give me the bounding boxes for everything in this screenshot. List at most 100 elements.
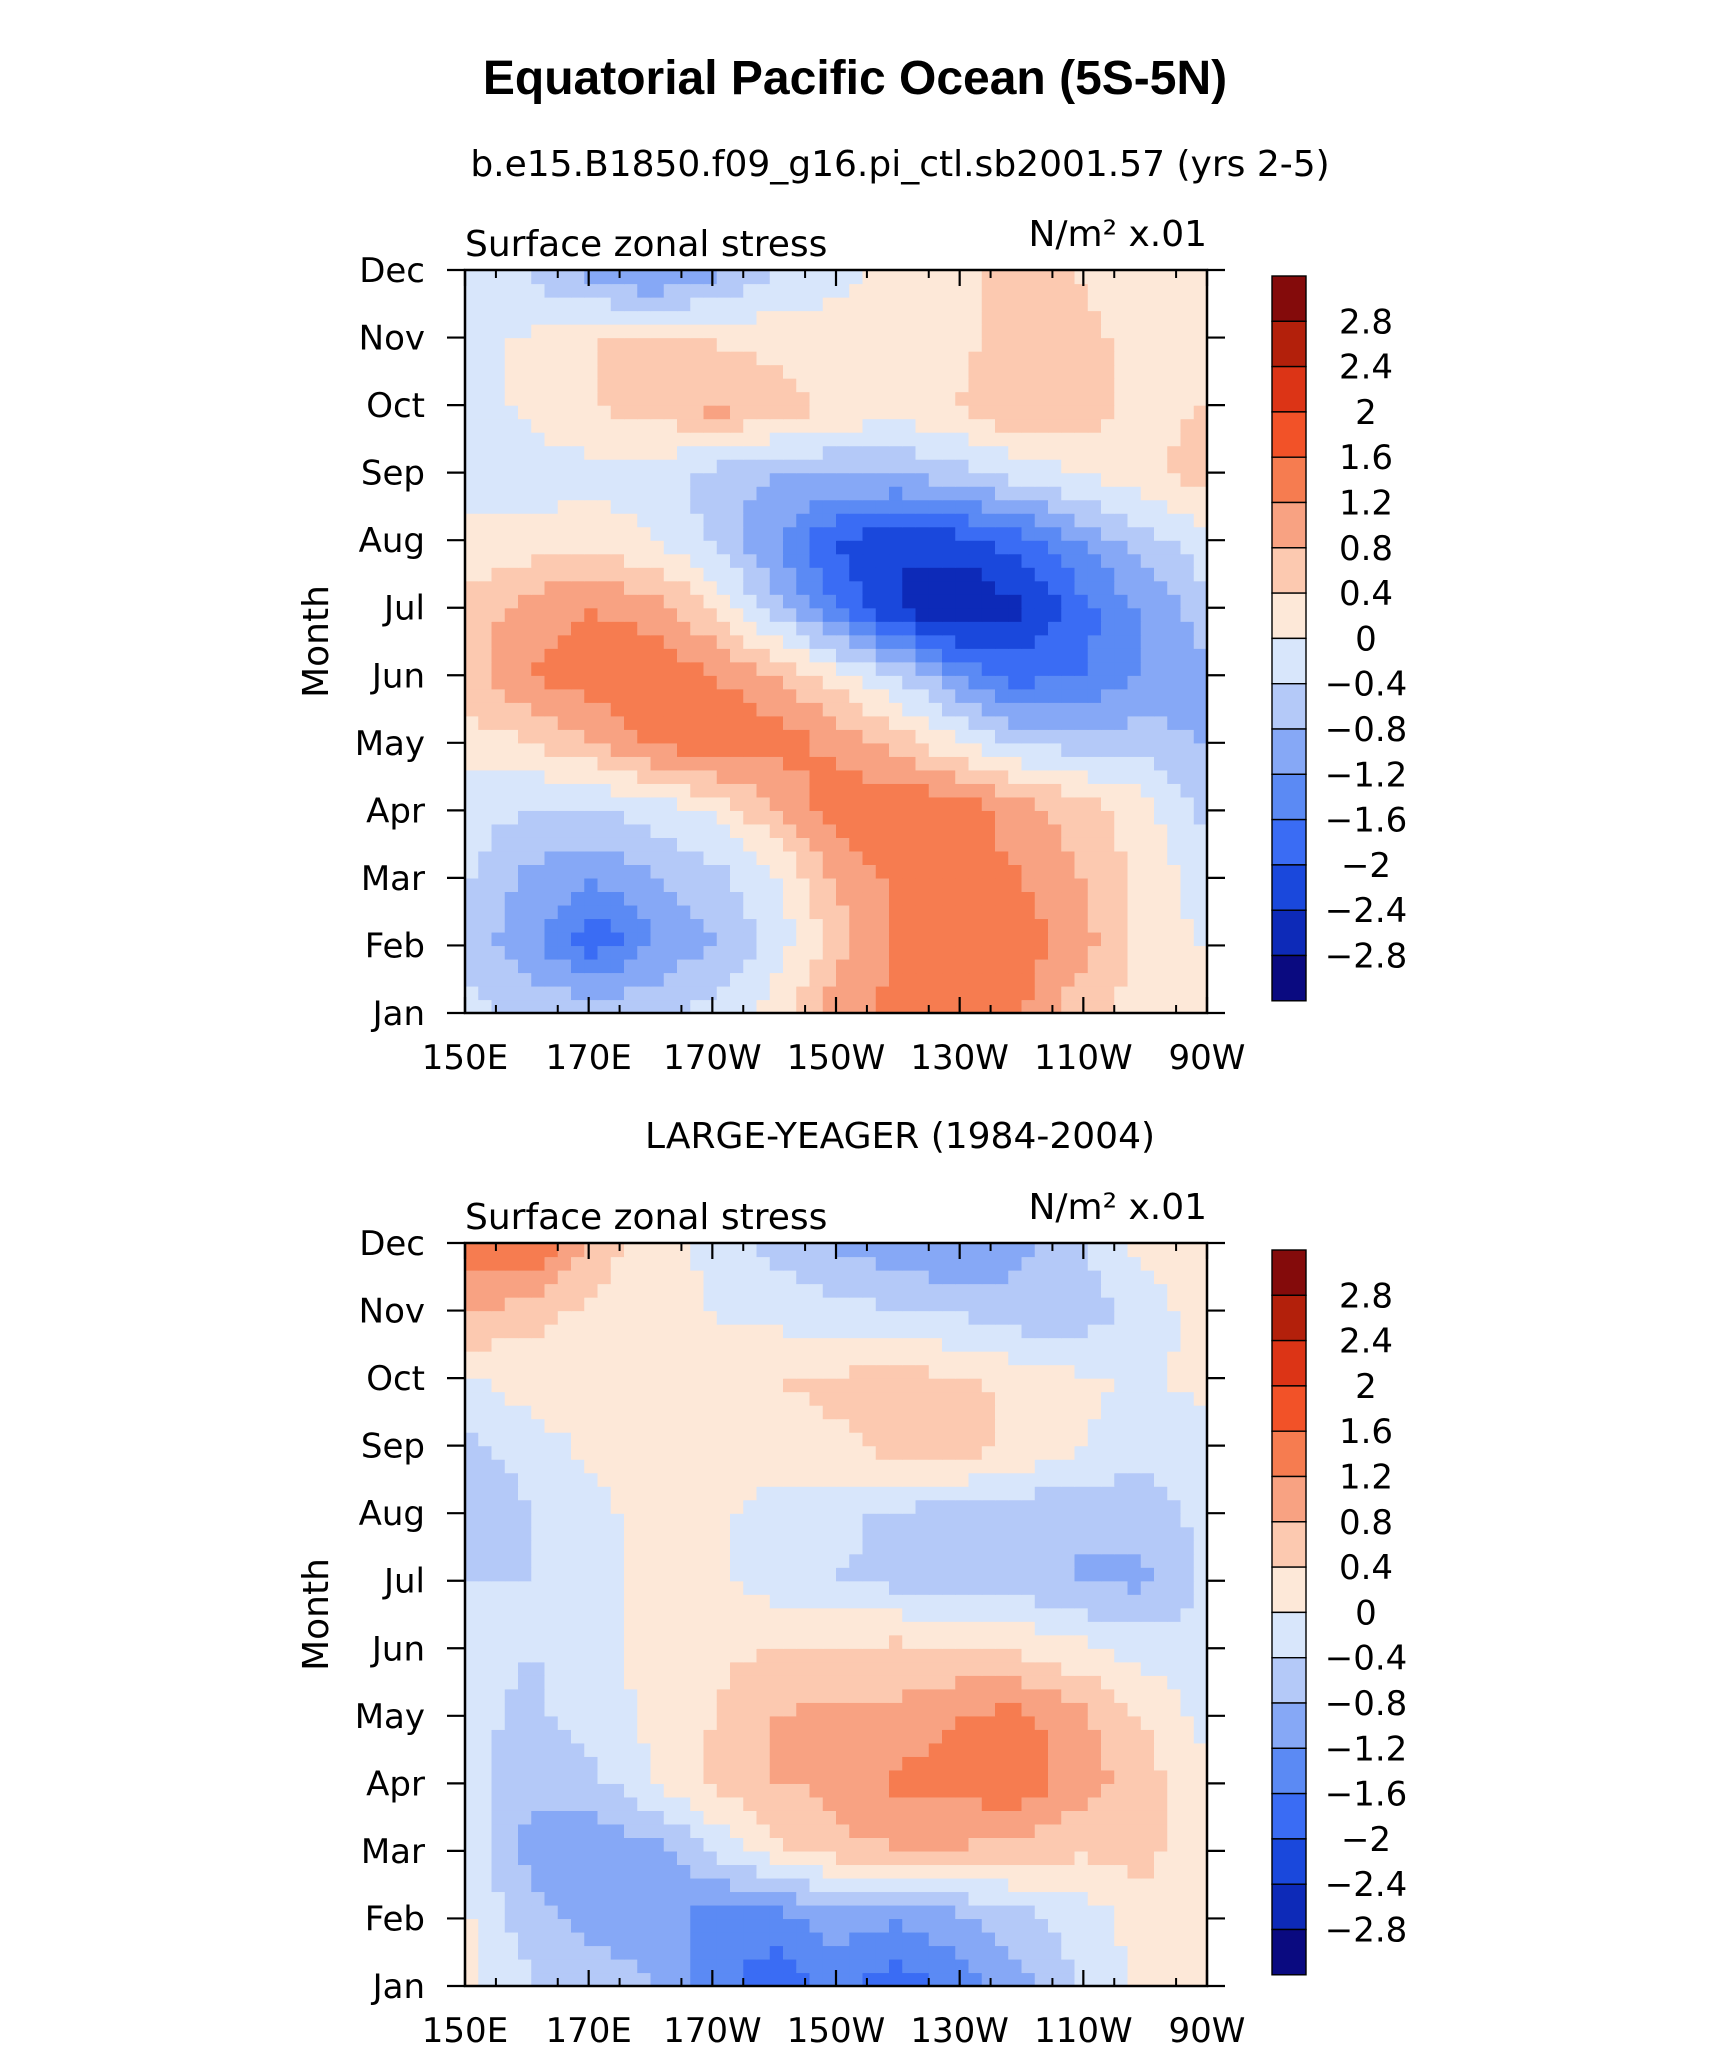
- heat-cell: [1061, 756, 1076, 771]
- heat-cell: [1021, 931, 1036, 947]
- heat-cell: [1034, 918, 1049, 933]
- heat-cell: [491, 486, 506, 501]
- heat-cell: [849, 837, 864, 852]
- heat-cell: [822, 634, 837, 649]
- x-tick-label: 150W: [787, 1038, 886, 1078]
- heat-cell: [1114, 1607, 1129, 1622]
- heat-cell: [690, 1796, 705, 1811]
- heat-cell: [1074, 648, 1089, 663]
- heat-cell: [1114, 729, 1129, 744]
- heat-cell: [1061, 580, 1076, 595]
- heat-cell: [465, 675, 479, 690]
- heat-cell: [716, 729, 731, 744]
- heat-cell: [849, 796, 864, 811]
- heat-cell: [796, 1729, 811, 1744]
- heat-cell: [663, 891, 678, 906]
- heat-cell: [1167, 351, 1182, 366]
- heat-cell: [942, 823, 956, 838]
- heat-cell: [1074, 931, 1089, 947]
- colorbar-label: −0.8: [1325, 710, 1408, 750]
- heat-cell: [968, 1715, 983, 1730]
- heat-cell: [995, 594, 1009, 609]
- heat-cell: [1180, 1567, 1195, 1582]
- heat-cell: [756, 1702, 771, 1717]
- heat-cell: [1154, 972, 1168, 987]
- heat-cell: [809, 283, 824, 298]
- heat-cell: [783, 351, 797, 366]
- heat-cell: [783, 621, 797, 636]
- heat-cell: [703, 891, 718, 906]
- heat-cell: [1034, 688, 1049, 703]
- heat-cell: [531, 796, 546, 811]
- heat-cell: [1061, 972, 1076, 987]
- heat-cell: [1021, 1715, 1036, 1730]
- heat-cell: [1074, 675, 1089, 690]
- heat-cell: [889, 1702, 903, 1717]
- heat-cell: [624, 594, 638, 609]
- heat-cell: [716, 1648, 731, 1663]
- heat-cell: [955, 324, 970, 339]
- heat-cell: [663, 337, 678, 352]
- heat-cell: [557, 769, 572, 784]
- heat-cell: [663, 715, 678, 730]
- heat-cell: [942, 1594, 956, 1609]
- heat-cell: [544, 310, 559, 325]
- heat-cell: [465, 567, 479, 582]
- heat-cell: [637, 486, 652, 501]
- heat-cell: [677, 648, 691, 663]
- heat-cell: [1127, 1769, 1142, 1784]
- heat-cell: [981, 999, 996, 1014]
- heat-cell: [1008, 702, 1023, 717]
- heat-cell: [730, 1607, 744, 1622]
- heat-cell: [995, 661, 1009, 676]
- heat-cell: [875, 310, 890, 325]
- heat-cell: [796, 513, 811, 528]
- heat-cell: [716, 742, 731, 757]
- heat-cell: [703, 918, 718, 933]
- heat-cell: [942, 999, 956, 1014]
- heat-cell: [822, 972, 837, 987]
- heat-cell: [902, 904, 917, 920]
- heat-cell: [637, 580, 652, 595]
- heat-cell: [1008, 837, 1023, 852]
- heat-cell: [849, 607, 864, 622]
- heat-cell: [1180, 864, 1195, 879]
- heat-cell: [849, 742, 864, 757]
- heat-cell: [1180, 675, 1195, 690]
- heat-cell: [703, 432, 718, 447]
- heat-cell: [518, 783, 532, 798]
- heat-cell: [836, 1661, 850, 1676]
- heat-cell: [544, 1621, 559, 1636]
- heat-cell: [1087, 999, 1102, 1014]
- heat-cell: [1193, 877, 1208, 893]
- heat-cell: [1021, 823, 1036, 838]
- heat-cell: [650, 1783, 665, 1798]
- heat-cell: [783, 648, 797, 663]
- heat-cell: [942, 391, 956, 406]
- heat-cell: [1021, 459, 1036, 474]
- heat-cell: [504, 432, 519, 447]
- heat-cell: [730, 715, 744, 730]
- heat-cell: [703, 972, 718, 987]
- heat-cell: [1034, 1769, 1049, 1784]
- heat-cell: [1127, 796, 1142, 811]
- heat-cell: [796, 904, 811, 920]
- heat-cell: [1167, 1918, 1182, 1933]
- heat-cell: [544, 324, 559, 339]
- heat-cell: [1074, 1769, 1089, 1784]
- heat-cell: [557, 459, 572, 474]
- heat-cell: [531, 823, 546, 838]
- heat-cell: [968, 688, 983, 703]
- heat-cell: [1087, 661, 1102, 676]
- heat-cell: [544, 634, 559, 649]
- heat-cell: [504, 1810, 519, 1825]
- heat-cell: [1154, 729, 1168, 744]
- heat-cell: [1167, 1607, 1182, 1622]
- heat-cell: [1048, 837, 1062, 852]
- heat-cell: [1087, 337, 1102, 352]
- heat-cell: [1087, 1756, 1102, 1771]
- x-tick-label: 170E: [545, 1038, 631, 1078]
- heat-cell: [809, 1796, 824, 1811]
- heat-cell: [783, 945, 797, 960]
- heat-cell: [1127, 1634, 1142, 1649]
